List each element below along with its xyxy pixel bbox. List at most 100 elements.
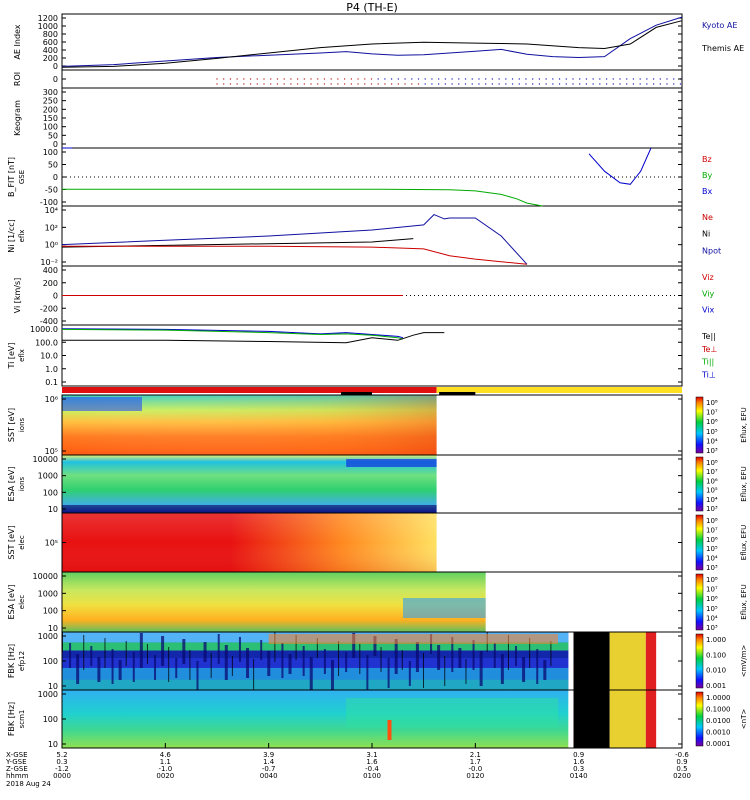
series-bfit-bx <box>588 147 652 185</box>
eph-value: 5.2 <box>56 751 67 759</box>
roi-dot <box>283 78 285 80</box>
legend-entry: Te|| <box>701 332 716 341</box>
fbk-e-stripe <box>231 656 233 676</box>
colorbar-tick-label: 10⁸ <box>706 459 718 467</box>
fbk-e-stripe <box>302 646 305 676</box>
roi-dot <box>229 83 232 85</box>
fbk-e-stripe <box>182 639 186 664</box>
y-tick-label: -100 <box>40 198 58 207</box>
colorbar-tick-label: 0.1000 <box>706 706 731 714</box>
roi-dot <box>243 83 245 85</box>
y-tick-label: 1000.0 <box>30 325 58 334</box>
roi-dot <box>303 78 306 80</box>
y-tick-label: 1000 <box>38 472 58 481</box>
fbk-e-stripe <box>352 633 356 658</box>
eph-value: 1.4 <box>263 758 275 766</box>
fbk-e-band <box>62 679 569 690</box>
roi-dot <box>464 83 467 85</box>
sst-ion-early-band <box>62 397 142 411</box>
series-ae-themisae <box>61 20 683 68</box>
roi-dot <box>337 83 339 85</box>
fbk-e-late-yellow <box>609 632 646 690</box>
colorbar-sst_e <box>695 514 704 571</box>
fbk-e-stripe <box>493 643 496 668</box>
y-axis-label: AE Index <box>13 24 22 59</box>
fbk-e-stripe <box>175 658 178 678</box>
roi-dot <box>216 83 218 85</box>
colorbar-tick-label: 0.100 <box>706 651 726 659</box>
legend-entry: Ni <box>702 230 710 239</box>
y-tick-label: 10⁻² <box>40 258 58 267</box>
y-axis-label: B_FIT [nT] <box>7 157 16 197</box>
roi-dot <box>323 78 326 80</box>
roi-dot <box>632 78 635 80</box>
eph-row-label: hhmm <box>6 772 29 780</box>
fbk-e-stripe <box>168 647 170 682</box>
roi-dot <box>290 83 292 85</box>
panel-frames <box>61 13 683 749</box>
spectrogram-layer <box>62 78 682 748</box>
roi-dot <box>404 78 406 80</box>
roi-dot <box>498 78 500 80</box>
roi-dot <box>545 78 547 80</box>
fbk-e-stripe <box>507 635 509 670</box>
roi-dot <box>518 83 520 85</box>
y-tick-label: 150 <box>43 114 58 123</box>
colorbar-esa_i <box>695 456 704 512</box>
date-label: 2018 Aug 24 <box>6 780 51 788</box>
colorbar-tick-label: 10⁵ <box>706 545 718 553</box>
roi-dot <box>384 83 386 85</box>
fbk-e-stripe <box>408 661 411 686</box>
series-ti-te <box>62 332 445 344</box>
roi-dot <box>458 83 460 85</box>
esa-ion-high-band <box>346 459 437 467</box>
fbk-e-stripe <box>161 636 165 666</box>
fbk-e-stripe <box>479 651 483 686</box>
y-tick-label: 1.0 <box>45 365 58 374</box>
y-tick-label: 10⁵ <box>45 447 58 456</box>
fbk-e-stripe <box>224 645 228 680</box>
y-axis-label: FBK [Hz] <box>7 702 16 736</box>
roi-dot <box>390 83 393 85</box>
y-axis-label: SST [eV] <box>7 408 16 442</box>
eph-value: 0000 <box>53 772 71 780</box>
roi-dot <box>249 78 252 80</box>
roi-dot <box>558 78 561 80</box>
legend-entry: Te⊥ <box>701 345 717 354</box>
legend-entry: Ti⊥ <box>701 370 716 379</box>
fbk-e-stripe <box>238 637 241 662</box>
roi-dot <box>572 78 574 80</box>
roi-dot <box>417 83 420 85</box>
eph-value: 4.6 <box>160 751 172 759</box>
fbk-e-stripe <box>260 640 263 660</box>
fbk-e-stripe <box>500 654 504 684</box>
y-axis-label: SST [eV] <box>7 525 16 559</box>
time-axis: X-GSE 5.2 4.6 3.9 3.1 2.1 0.9 -0.6Y-GSE 0.3 1.1 1.… <box>5 743 691 788</box>
roi-dot <box>639 78 641 80</box>
colorbar-tick-label: 10³ <box>706 505 718 513</box>
esa-elec-blue-patch <box>403 598 486 618</box>
fbk-e-high-band <box>268 634 558 644</box>
roi-dot <box>518 78 520 80</box>
fbk-e-stripe <box>323 649 326 674</box>
roi-dot <box>471 83 473 85</box>
fbk-e-stripe <box>345 652 348 672</box>
colorbar-tick-label: 10⁴ <box>706 555 718 563</box>
colorbar-tick-label: 10⁷ <box>706 468 718 476</box>
fbk-b-spike <box>387 720 392 740</box>
roi-dot <box>585 78 588 80</box>
roi-dot <box>330 83 332 85</box>
roi-dot <box>605 83 608 85</box>
fbk-e-band <box>62 642 569 651</box>
colorbar-tick-label: 10⁶ <box>706 477 718 485</box>
roi-dot <box>263 78 265 80</box>
roi-dot <box>243 78 245 80</box>
colorbar-title: <nT> <box>740 709 748 730</box>
y-tick-label: 10.0 <box>40 352 58 361</box>
y-tick-label: 10000 <box>33 572 58 581</box>
fbk-e-stripe <box>139 633 143 668</box>
roi-dot <box>263 83 265 85</box>
roi-dot <box>370 78 373 80</box>
colorbar-tick-label: 1.0000 <box>706 694 731 702</box>
roi-dot <box>458 78 460 80</box>
